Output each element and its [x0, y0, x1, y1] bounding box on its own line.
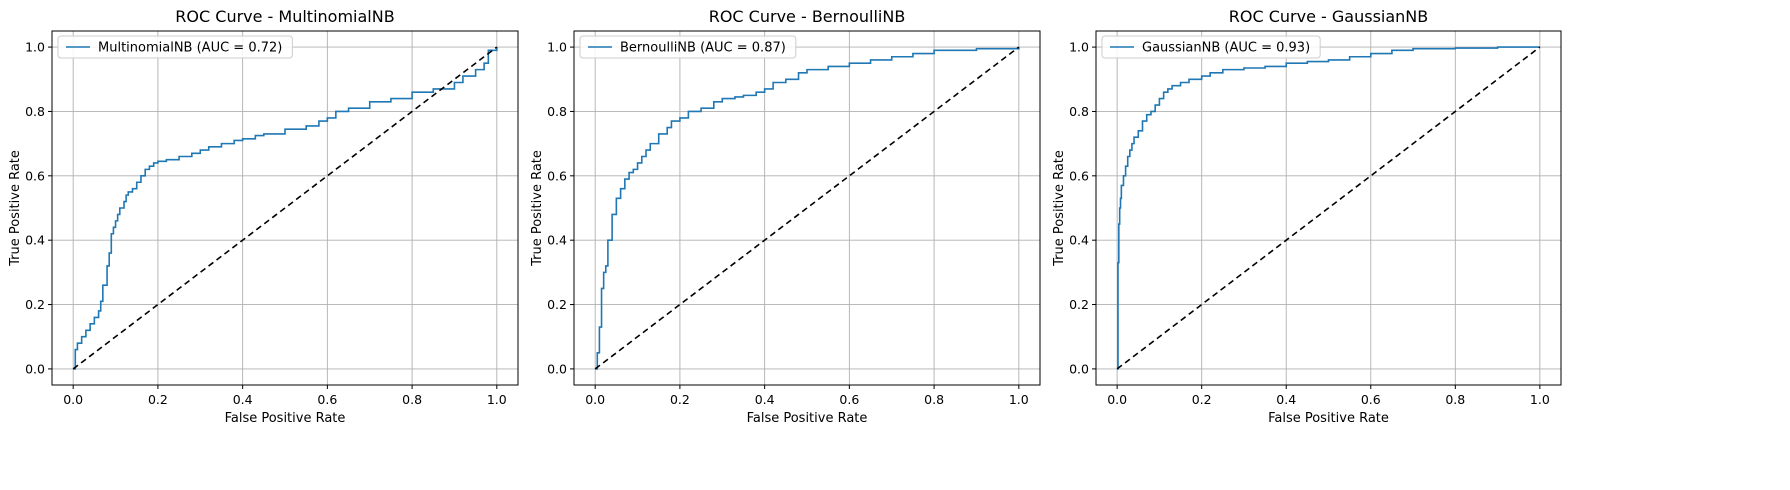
x-tick-label: 0.8	[924, 392, 944, 407]
legend-box	[579, 35, 797, 59]
x-tick-label: 0.0	[63, 392, 83, 407]
chart-title: ROC Curve - GaussianNB	[1229, 7, 1428, 26]
y-tick-label: 0.6	[25, 168, 45, 183]
roc-curve-line	[1117, 46, 1540, 370]
legend-label: MultinomialNB (AUC = 0.72)	[98, 41, 282, 56]
x-tick-label: 0.4	[755, 392, 775, 407]
x-tick-label: 0.4	[233, 392, 253, 407]
y-tick-label: 0.6	[547, 168, 567, 183]
y-tick-label: 0.0	[547, 361, 567, 376]
axes-frame	[51, 30, 519, 386]
roc-curve-line	[595, 47, 1020, 370]
y-tick-label: 1.0	[25, 40, 45, 55]
y-tick-label: 0.0	[1069, 361, 1089, 376]
legend: MultinomialNB (AUC = 0.72)	[57, 35, 293, 59]
x-tick-label: 0.2	[1192, 392, 1212, 407]
y-tick-label: 0.6	[1069, 168, 1089, 183]
x-tick-label: 0.0	[1107, 392, 1127, 407]
chart-panel-2: 0.0 0.2 0.4 0.6 0.8 1.0 0.0 0.2 0.4 0.6 0.8 1.0 ROC …	[530, 7, 1041, 426]
y-tick-label: 0.4	[1069, 233, 1089, 248]
x-tick-label: 0.6	[317, 392, 337, 407]
chance-diagonal-line	[594, 46, 1020, 370]
y-tick-label: 0.8	[1069, 104, 1089, 119]
x-tick-label: 1.0	[1530, 392, 1550, 407]
chart-panel-1: 0.0 0.2 0.4 0.6 0.8 1.0 0.0 0.2 0.4 0.6 0.8 1.0 ROC …	[8, 7, 519, 426]
legend-box	[57, 35, 293, 59]
roc-curve-line	[73, 47, 498, 370]
x-tick-label: 0.6	[839, 392, 859, 407]
x-axis-label: False Positive Rate	[747, 411, 868, 426]
chart-title: ROC Curve - MultinomialNB	[175, 7, 394, 26]
y-tick-label: 0.8	[547, 104, 567, 119]
x-tick-label: 0.0	[585, 392, 605, 407]
y-tick-label: 0.0	[25, 361, 45, 376]
y-tick-label: 0.2	[25, 297, 45, 312]
x-tick-label: 0.2	[670, 392, 690, 407]
y-tick-label: 0.4	[547, 233, 567, 248]
y-tick-label: 0.2	[547, 297, 567, 312]
legend: GaussianNB (AUC = 0.93)	[1101, 35, 1321, 59]
x-tick-label: 0.8	[402, 392, 422, 407]
y-tick-label: 0.4	[25, 233, 45, 248]
x-tick-label: 0.4	[1276, 392, 1296, 407]
y-axis-label: True Positive Rate	[1052, 150, 1067, 267]
chance-diagonal-line	[72, 46, 498, 370]
legend-label: BernoulliNB (AUC = 0.87)	[620, 41, 786, 56]
x-axis-label: False Positive Rate	[1268, 411, 1389, 426]
legend: BernoulliNB (AUC = 0.87)	[579, 35, 797, 59]
x-tick-label: 1.0	[487, 392, 507, 407]
legend-label: GaussianNB (AUC = 0.93)	[1142, 41, 1310, 56]
y-tick-label: 1.0	[1069, 40, 1089, 55]
y-axis-label: True Positive Rate	[530, 150, 545, 267]
y-axis-label: True Positive Rate	[8, 150, 23, 267]
legend-box	[1101, 35, 1321, 59]
chart-title: ROC Curve - BernoulliNB	[709, 7, 906, 26]
y-tick-label: 1.0	[547, 40, 567, 55]
x-tick-label: 0.2	[148, 392, 168, 407]
x-tick-label: 1.0	[1009, 392, 1029, 407]
axes-frame	[573, 30, 1041, 386]
axes-frame	[1095, 30, 1562, 386]
y-tick-label: 0.8	[25, 104, 45, 119]
chart-panel-3: 0.0 0.2 0.4 0.6 0.8 1.0 0.0 0.2 0.4 0.6 0.8 1.0 ROC …	[1052, 7, 1562, 426]
x-tick-label: 0.6	[1361, 392, 1381, 407]
x-tick-label: 0.8	[1445, 392, 1465, 407]
chance-diagonal-line	[1116, 46, 1541, 370]
y-tick-label: 0.2	[1069, 297, 1089, 312]
x-axis-label: False Positive Rate	[225, 411, 346, 426]
